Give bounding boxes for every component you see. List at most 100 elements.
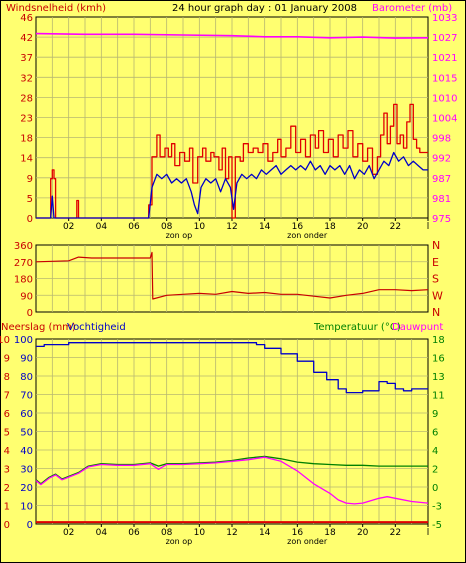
y-tick-label-right: -5 xyxy=(432,520,442,531)
y-tick-label-right: 1021 xyxy=(432,53,457,64)
x-tick-label: 14 xyxy=(259,222,271,232)
x-tick-label: 18 xyxy=(324,528,336,538)
y-tick-label-left: 80 xyxy=(20,372,33,383)
x-tick-label: 12 xyxy=(226,222,237,232)
rain-axis-title: Neerslag (mm) xyxy=(1,322,76,333)
y-tick-label-left: 50 xyxy=(20,428,33,439)
x-tick-label: 18 xyxy=(324,222,336,232)
y-tick-label-left: 37 xyxy=(20,53,33,64)
sunset-label: zon onder xyxy=(287,537,328,546)
x-tick-label: 08 xyxy=(161,528,173,538)
y-tick-label-rain: 9 xyxy=(4,354,10,365)
y-tick-label-left: 18 xyxy=(20,134,33,145)
dewpoint-axis-title: Dauwpunt xyxy=(392,322,443,333)
y-tick-label-right: 16 xyxy=(432,354,445,365)
y-tick-label-right: 0 xyxy=(432,483,438,494)
y-tick-label-left: 20 xyxy=(20,483,33,494)
y-tick-label-right: N xyxy=(432,306,440,319)
temperature-axis-title: Temperatuur (°C) xyxy=(313,322,401,333)
y-tick-label-right: -3 xyxy=(432,502,442,513)
x-tick-label: 20 xyxy=(357,528,369,538)
y-tick-label-left: 46 xyxy=(20,13,33,24)
y-tick-label-rain: 7 xyxy=(4,391,10,402)
rain-humidity-temperature-panel: 0102030405060708090100-5-302469111316180… xyxy=(0,335,445,546)
x-tick-label: 22 xyxy=(390,222,401,232)
y-tick-label-right: N xyxy=(432,239,440,252)
y-tick-label-right: 1015 xyxy=(432,73,457,84)
y-tick-label-left: 10 xyxy=(20,502,33,513)
y-tick-label-rain: 10 xyxy=(0,335,10,346)
y-tick-label-left: 0 xyxy=(27,214,33,225)
barometer-axis-title: Barometer (mb) xyxy=(372,3,452,14)
y-tick-label-left: 30 xyxy=(20,465,33,476)
y-tick-label-right: 13 xyxy=(432,372,445,383)
y-tick-label-right: 1033 xyxy=(432,13,457,24)
y-tick-label-rain: 6 xyxy=(4,409,10,420)
y-tick-label-right: 1027 xyxy=(432,33,457,44)
y-tick-label-left: 9 xyxy=(27,174,33,185)
y-tick-label-right: 998 xyxy=(432,134,451,145)
y-tick-label-right: 987 xyxy=(432,174,451,185)
y-tick-label-left: 40 xyxy=(20,446,33,457)
y-tick-label-right: 1010 xyxy=(432,93,457,104)
y-tick-label-right: W xyxy=(432,289,443,302)
y-tick-label-left: 32 xyxy=(20,73,33,84)
x-tick-label: 08 xyxy=(161,222,173,232)
x-tick-label: 04 xyxy=(96,222,108,232)
x-tick-label: 06 xyxy=(128,528,140,538)
y-tick-label-left: 5 xyxy=(27,194,33,205)
y-tick-label-left: 0 xyxy=(27,520,33,531)
y-tick-label-left: 42 xyxy=(20,33,33,44)
y-tick-label-rain: 1 xyxy=(4,502,10,513)
y-tick-label-right: 9 xyxy=(432,409,438,420)
y-tick-label-left: 360 xyxy=(14,241,33,252)
y-tick-label-right: 2 xyxy=(432,465,438,476)
y-tick-label-right: S xyxy=(432,273,439,286)
wind-barometer-panel: 0 5 9 14 18 23 28 32 37 42 46 975 981 987 992 998 1004 10… xyxy=(20,13,457,240)
y-tick-label-left: 14 xyxy=(20,154,33,165)
humidity-axis-title: Vochtigheid xyxy=(67,322,126,333)
y-tick-label-rain: 5 xyxy=(4,428,10,439)
x-tick-label: l xyxy=(427,222,430,232)
x-tick-label: 02 xyxy=(63,222,74,232)
x-tick-label: 20 xyxy=(357,222,369,232)
x-tick-label: 02 xyxy=(63,528,74,538)
y-tick-label-left: 23 xyxy=(20,114,33,125)
x-tick-label: 16 xyxy=(292,222,304,232)
y-tick-label-right: 4 xyxy=(432,446,438,457)
y-tick-label-left: 100 xyxy=(14,335,33,346)
x-tick-label: 10 xyxy=(194,528,206,538)
x-tick-label: l xyxy=(427,528,430,538)
sunrise-label: zon op xyxy=(166,537,193,546)
wind-average-line xyxy=(36,151,428,219)
wind-direction-line xyxy=(35,251,429,300)
y-tick-label-left: 0 xyxy=(27,308,33,319)
x-tick-label: 14 xyxy=(259,528,271,538)
y-tick-label-rain: 0 xyxy=(4,520,10,531)
y-tick-label-left: 270 xyxy=(14,258,33,269)
y-tick-label-left: 180 xyxy=(14,275,33,286)
y-tick-label-right: E xyxy=(432,256,439,269)
y-tick-label-right: 981 xyxy=(432,194,451,205)
y-tick-label-right: 1004 xyxy=(432,114,457,125)
sunset-label: zon onder xyxy=(287,231,328,240)
y-tick-label-left: 28 xyxy=(20,93,33,104)
x-tick-label: 22 xyxy=(390,528,401,538)
y-tick-label-right: 975 xyxy=(432,214,451,225)
barometer-line xyxy=(35,32,429,39)
y-tick-label-left: 70 xyxy=(20,391,33,402)
sunrise-label: zon op xyxy=(166,231,193,240)
x-tick-label: 16 xyxy=(292,528,304,538)
wind-axis-title: Windsnelheid (kmh) xyxy=(6,3,106,14)
y-tick-label-right: 18 xyxy=(432,335,445,346)
y-tick-label-right: 992 xyxy=(432,154,451,165)
y-tick-label-left: 90 xyxy=(20,354,33,365)
y-tick-label-rain: 2 xyxy=(4,483,10,494)
y-tick-label-rain: 3 xyxy=(4,465,10,476)
y-tick-label-right: 6 xyxy=(432,428,438,439)
y-tick-label-left: 90 xyxy=(20,291,33,302)
